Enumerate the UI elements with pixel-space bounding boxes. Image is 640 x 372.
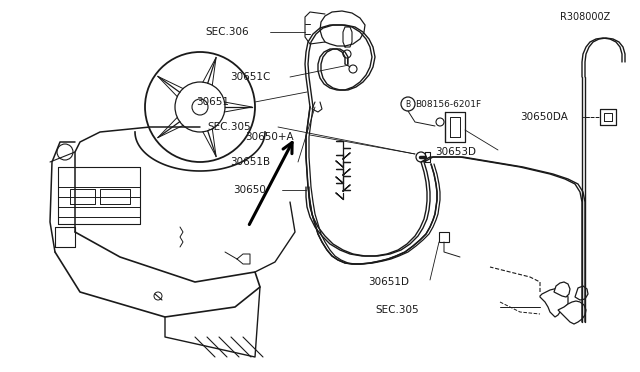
Text: 30651D: 30651D <box>368 277 409 287</box>
Text: 30651C: 30651C <box>230 72 270 82</box>
Text: 30650+A: 30650+A <box>245 132 294 142</box>
Text: SEC.306: SEC.306 <box>205 27 248 37</box>
Polygon shape <box>558 301 586 324</box>
Text: SEC.305: SEC.305 <box>375 305 419 315</box>
Circle shape <box>192 99 208 115</box>
Text: 30650: 30650 <box>233 185 266 195</box>
FancyBboxPatch shape <box>439 232 449 242</box>
Polygon shape <box>554 282 570 297</box>
Polygon shape <box>320 11 365 46</box>
Text: 30651: 30651 <box>196 97 229 107</box>
Text: 30653D: 30653D <box>435 147 476 157</box>
Text: 30651B: 30651B <box>230 157 270 167</box>
Polygon shape <box>540 288 568 317</box>
Text: B08156-6201F: B08156-6201F <box>415 99 481 109</box>
Text: 30650DA: 30650DA <box>520 112 568 122</box>
Text: B: B <box>405 99 411 109</box>
Text: SEC.305: SEC.305 <box>207 122 251 132</box>
Polygon shape <box>575 286 588 300</box>
Text: R308000Z: R308000Z <box>560 12 611 22</box>
